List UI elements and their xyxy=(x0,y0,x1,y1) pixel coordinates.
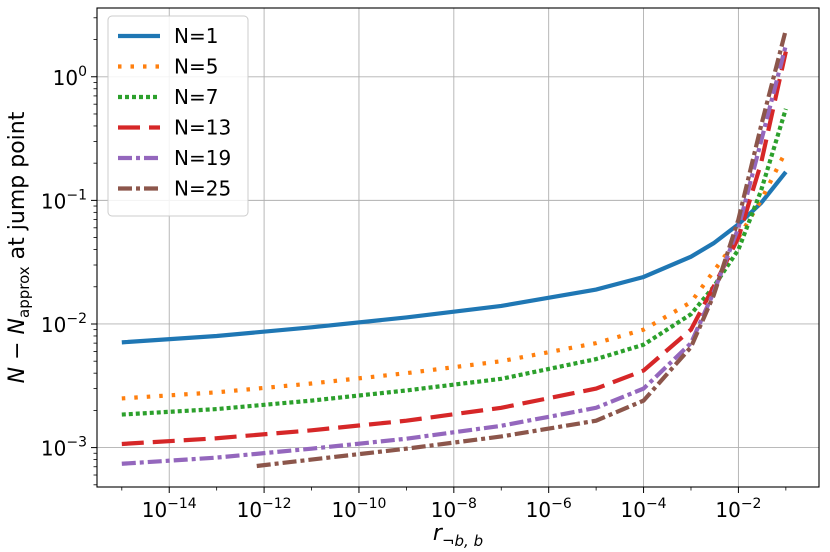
y-tick-label-exponent: −3 xyxy=(66,435,87,451)
legend-label: N=19 xyxy=(174,146,231,170)
series-line-n-25 xyxy=(256,29,788,469)
x-tick-label-base: 10 xyxy=(715,498,740,522)
x-tick-label: 10−4 xyxy=(621,496,667,522)
legend-label: N=7 xyxy=(174,85,218,109)
series-line-n-19 xyxy=(121,44,788,466)
x-axis-title: r¬b, b xyxy=(433,521,483,550)
y-tick-label-exponent: −2 xyxy=(66,311,87,327)
x-axis-title-subscript: ¬b, b xyxy=(442,532,483,550)
legend-label: N=1 xyxy=(174,24,218,48)
y-tick-label: 10−2 xyxy=(41,311,87,337)
x-tick-label: 10−10 xyxy=(331,496,386,522)
series-line-n-13 xyxy=(121,51,788,447)
y-tick-label: 10−3 xyxy=(41,435,87,461)
series-line-n-1 xyxy=(121,170,788,345)
grid xyxy=(97,8,819,487)
x-tick-label-exponent: −8 xyxy=(456,496,477,512)
y-tick-label-base: 10 xyxy=(41,189,66,213)
x-tick-label-exponent: −12 xyxy=(262,496,292,512)
x-tick-label-base: 10 xyxy=(237,498,262,522)
legend-label: N=13 xyxy=(174,116,231,140)
legend-label: N=25 xyxy=(174,177,231,201)
plot-frame xyxy=(96,7,820,488)
x-tick-label-exponent: −4 xyxy=(646,496,667,512)
x-tick-label-base: 10 xyxy=(431,498,456,522)
y-tick-label-exponent: −1 xyxy=(66,187,87,203)
x-tick-label: 10−8 xyxy=(431,496,477,522)
x-tick-label: 10−2 xyxy=(715,496,761,522)
x-tick-label: 10−14 xyxy=(142,496,197,522)
x-axis-title-main: r xyxy=(433,521,444,546)
y-tick-label: 100 xyxy=(53,64,87,90)
series-line-n-7 xyxy=(121,108,788,417)
x-tick-label-base: 10 xyxy=(526,498,551,522)
y-axis-title-subscript: approx xyxy=(15,266,33,318)
legend: N=1 N=5 N=7 N=13 N=19 N=25 xyxy=(107,15,249,217)
x-tick-label-exponent: −6 xyxy=(551,496,572,512)
x-tick-label: 10−12 xyxy=(237,496,292,522)
x-tick-label-base: 10 xyxy=(331,498,356,522)
y-axis-title: N − Napprox at jump point xyxy=(5,111,33,383)
y-tick-label-base: 10 xyxy=(41,437,66,461)
x-tick-label-exponent: −10 xyxy=(357,496,387,512)
y-tick-label-exponent: 0 xyxy=(78,64,87,80)
x-tick-label-exponent: −2 xyxy=(741,496,762,512)
x-tick-label-exponent: −14 xyxy=(167,496,197,512)
legend-label: N=5 xyxy=(174,55,218,79)
x-tick-label-base: 10 xyxy=(621,498,646,522)
y-axis-title-suffix: at jump point xyxy=(5,111,30,266)
y-tick-label: 10−1 xyxy=(41,187,87,213)
axes xyxy=(91,7,820,493)
x-tick-label: 10−6 xyxy=(526,496,572,522)
axis-titles: r¬b, b N − Napprox at jump point xyxy=(5,111,483,550)
series-layer xyxy=(121,29,788,469)
y-tick-label-base: 10 xyxy=(41,313,66,337)
tick-labels: 10−14 10−12 10−10 10−8 10−6 10−4 10−210−310−21… xyxy=(41,64,762,522)
x-tick-label-base: 10 xyxy=(142,498,167,522)
y-tick-label-base: 10 xyxy=(53,66,78,90)
y-axis-title-prefix: N − N xyxy=(5,318,30,383)
